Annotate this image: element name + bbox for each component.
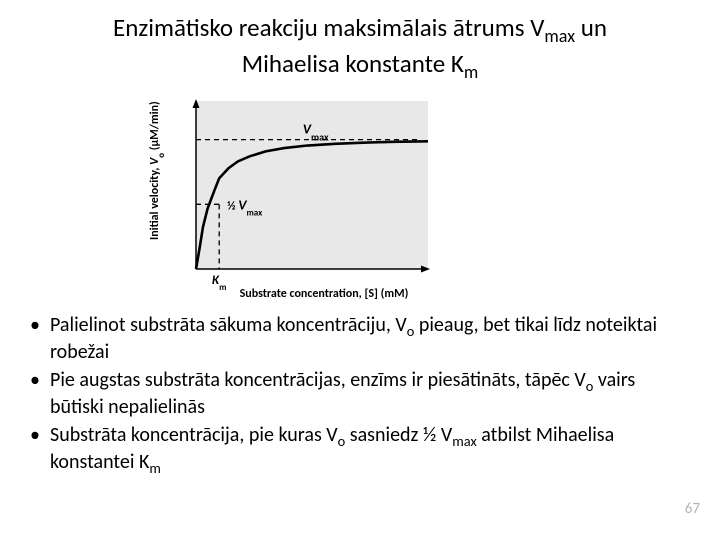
svg-text:Substrate concentration, [S] (: Substrate concentration, [S] (mM) xyxy=(240,287,409,299)
title-line1-post: un xyxy=(575,12,607,43)
bullet-subscript: m xyxy=(149,459,161,477)
bullet-list: Palielinot substrāta sākuma koncentrācij… xyxy=(28,313,692,477)
bullet-text: Palielinot substrāta sākuma koncentrācij… xyxy=(50,313,407,337)
bullet-item: Pie augstas substrāta koncentrācijas, en… xyxy=(50,368,692,420)
title-line2-pre: Mihaelisa konstante K xyxy=(242,48,464,79)
svg-text:Km: Km xyxy=(212,273,226,293)
page-number: 67 xyxy=(685,500,700,518)
bullet-item: Substrāta koncentrācija, pie kuras Vo sa… xyxy=(50,423,692,477)
bullet-item: Palielinot substrāta sākuma koncentrācij… xyxy=(50,313,692,365)
title-line1-pre: Enzimātisko reakciju maksimālais ātrums … xyxy=(113,12,544,43)
slide-title: Enzimātisko reakciju maksimālais ātrums … xyxy=(28,12,692,83)
michaelis-menten-chart: Vmax½ VmaxKmSubstrate concentration, [S]… xyxy=(138,89,448,299)
chart-container: Vmax½ VmaxKmSubstrate concentration, [S]… xyxy=(138,89,692,299)
title-line1-sub: max xyxy=(544,25,575,47)
bullet-subscript: max xyxy=(452,432,477,450)
svg-text:Initial velocity, Vo (μM/min): Initial velocity, Vo (μM/min) xyxy=(148,101,167,240)
bullet-text: Pie augstas substrāta koncentrācijas, en… xyxy=(50,368,586,392)
bullet-text: sasniedz ½ V xyxy=(345,423,452,447)
bullet-text: Substrāta koncentrācija, pie kuras V xyxy=(50,423,338,447)
title-line2-sub: m xyxy=(464,61,478,83)
